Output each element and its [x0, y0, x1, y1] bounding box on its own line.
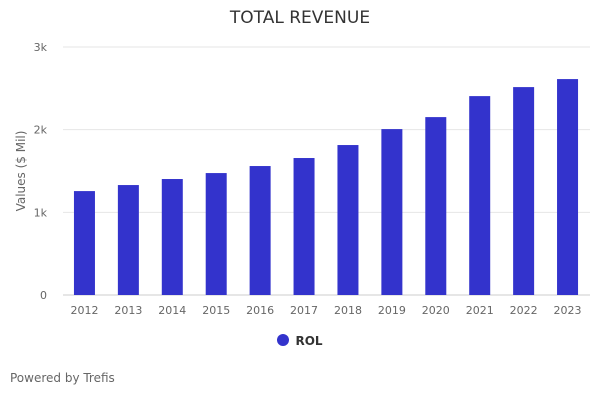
legend-marker-icon: [277, 334, 290, 346]
bar-2022: [513, 87, 535, 296]
x-tick-label: 2012: [70, 304, 98, 317]
y-tick-label: 2k: [34, 124, 48, 137]
y-tick-label: 0: [40, 289, 47, 302]
x-tick-label: 2018: [334, 304, 362, 317]
x-tick-label: 2017: [290, 304, 318, 317]
y-tick-label: 3k: [34, 41, 48, 54]
bar-2018: [337, 145, 359, 295]
bar-2021: [469, 96, 491, 295]
x-tick-label: 2019: [378, 304, 406, 317]
x-tick-label: 2014: [158, 304, 186, 317]
x-tick-label: 2013: [114, 304, 142, 317]
x-tick-label: 2021: [466, 304, 494, 317]
x-tick-label: 2023: [554, 304, 582, 317]
legend[interactable]: ROL: [0, 334, 600, 348]
bar-2015: [205, 173, 227, 295]
x-tick-label: 2015: [202, 304, 230, 317]
x-tick-label: 2016: [246, 304, 274, 317]
bar-2023: [557, 79, 579, 295]
y-axis-label: Values ($ Mil): [14, 131, 28, 212]
chart-title: TOTAL REVENUE: [229, 8, 371, 28]
bar-2016: [249, 166, 271, 295]
x-tick-label: 2022: [510, 304, 538, 317]
bar-2014: [161, 179, 183, 295]
bar-2020: [425, 117, 447, 295]
y-tick-label: 1k: [34, 206, 48, 219]
powered-by-credit[interactable]: Powered by Trefis: [10, 371, 115, 385]
x-tick-label: 2020: [422, 304, 450, 317]
bar-2017: [293, 158, 315, 295]
bar-2013: [117, 185, 139, 295]
bar-2019: [381, 129, 403, 295]
bar-2012: [73, 191, 95, 295]
legend-label: ROL: [295, 334, 323, 348]
